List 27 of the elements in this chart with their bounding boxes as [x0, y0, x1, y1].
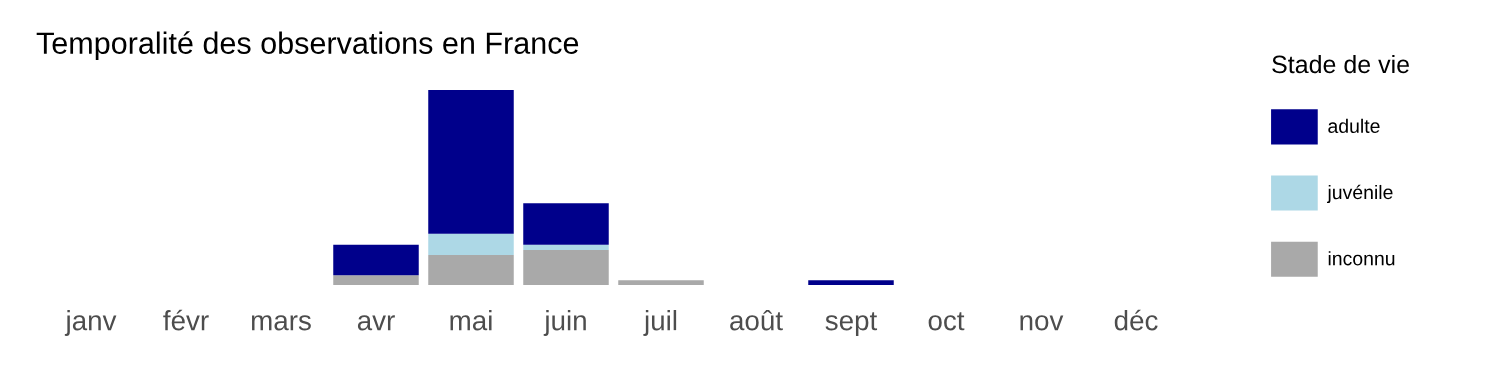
x-tick-label: août — [730, 309, 783, 331]
x-tick-label: déc — [1114, 309, 1158, 331]
x-tick-label: oct — [928, 312, 965, 331]
bar — [333, 275, 419, 285]
x-tick-label: mai — [450, 310, 492, 331]
bar — [808, 280, 894, 285]
chart-title: Temporalité des observations en France — [36, 31, 579, 60]
x-tick-label: nov — [1020, 315, 1064, 331]
legend-label: inconnu — [1328, 251, 1395, 266]
legend-label: juvénile — [1326, 184, 1393, 204]
x-tick-label: sept — [825, 312, 878, 336]
x-tick-label: avr — [357, 315, 395, 331]
x-tick-label: mars — [251, 315, 311, 331]
legend-title: Stade de vie — [1272, 54, 1409, 74]
bar — [428, 90, 514, 234]
bar — [428, 233, 514, 255]
x-tick-label: juil — [643, 310, 677, 336]
x-tick-label: janv — [64, 310, 117, 336]
bar — [523, 244, 609, 250]
bar — [428, 254, 514, 285]
bar — [523, 249, 609, 285]
bar — [333, 244, 419, 276]
x-tick-label: juin — [543, 310, 586, 336]
bar — [618, 280, 704, 285]
x-tick-label: févr — [163, 309, 209, 331]
legend-label: adulte — [1328, 118, 1380, 134]
bar — [523, 203, 609, 245]
